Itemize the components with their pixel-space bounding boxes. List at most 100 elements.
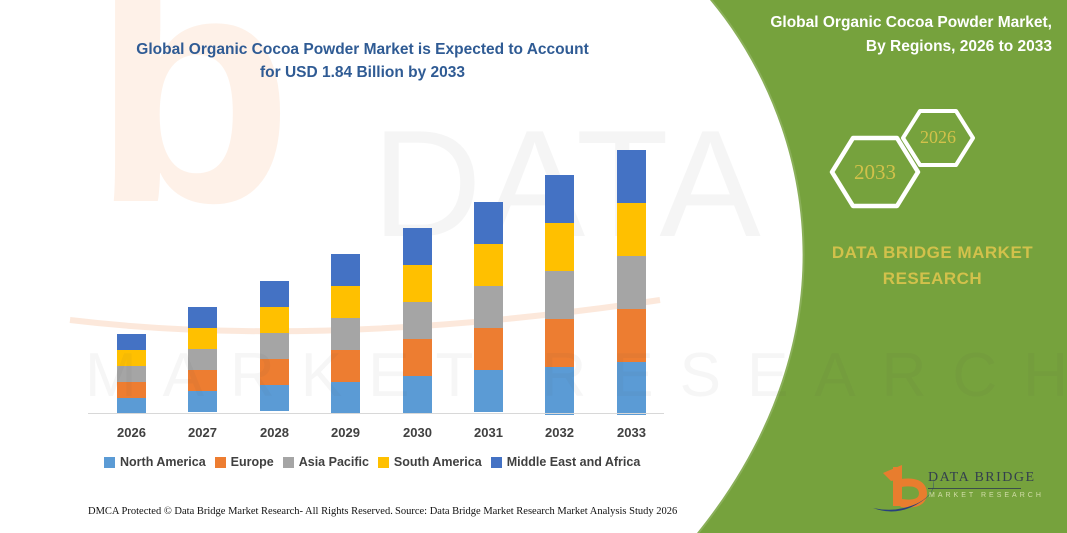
legend-item-middle-east-and-africa: Middle East and Africa [490,455,641,469]
page-title: Global Organic Cocoa Powder Market is Ex… [105,38,620,84]
page-title-line2: for USD 1.84 Billion by 2033 [259,64,465,81]
legend-label: North America [120,455,206,469]
legend-label: Europe [230,455,274,469]
bar-segment-2026-europe [117,382,146,398]
page-title-line1: Global Organic Cocoa Powder Market is Ex… [136,41,589,58]
bar-segment-2032-asia-pacific [545,271,574,319]
legend-item-asia-pacific: Asia Pacific [282,455,369,469]
bar-2028 [260,281,289,411]
legend-swatch-icon [377,456,389,468]
bar-2026 [117,334,146,414]
bar-segment-2026-middle-east-and-africa [117,334,146,350]
banner-title: Global Organic Cocoa Powder Market, By R… [692,11,1052,59]
bar-segment-2026-south-america [117,350,146,366]
logo-swoosh-icon [873,478,934,512]
legend-label: Asia Pacific [298,455,369,469]
bar-segment-2028-north-america [260,385,289,411]
bar-2029 [331,254,360,414]
bar-segment-2031-middle-east-and-africa [474,202,503,244]
bar-segment-2031-north-america [474,370,503,412]
legend-item-europe: Europe [214,455,274,469]
logo-name: DATA BRIDGE [928,470,1036,485]
legend-swatch-icon [282,456,294,468]
bar-segment-2028-asia-pacific [260,333,289,359]
bar-2027 [188,307,217,412]
bar-segment-2027-north-america [188,391,217,412]
bar-segment-2033-middle-east-and-africa [617,150,646,203]
bar-segment-2033-europe [617,309,646,362]
brand-wordmark-line2: RESEARCH [882,269,983,288]
bar-segment-2030-south-america [403,265,432,302]
bar-2033 [617,150,646,415]
footer-source: Source: Data Bridge Market Research Mark… [395,506,678,517]
x-axis-line [88,413,664,414]
legend-swatch-icon [104,456,115,468]
bar-segment-2031-south-america [474,244,503,286]
brand-wordmark-line1: DATA BRIDGE MARKET [831,243,1034,262]
bar-segment-2032-middle-east-and-africa [545,175,574,223]
bar-segment-2026-asia-pacific [117,366,146,382]
legend-swatch-icon [214,456,226,468]
bar-segment-2029-europe [331,350,360,382]
bar-segment-2030-asia-pacific [403,302,432,339]
bar-segment-2027-europe [188,370,217,391]
x-axis-label-2029: 2029 [331,425,360,440]
bar-segment-2027-middle-east-and-africa [188,307,217,328]
bar-segment-2029-asia-pacific [331,318,360,350]
logo-b-stem-icon [893,467,902,506]
bar-segment-2028-middle-east-and-africa [260,281,289,307]
footer-dmca: DMCA Protected © Data Bridge Market Rese… [88,506,393,517]
hexagon-2033-label: 2033 [854,160,896,184]
x-axis-label-2027: 2027 [188,425,217,440]
hexagon-2026-icon [901,109,975,167]
bar-2031 [474,202,503,412]
legend-item-north-america: North America [104,455,206,469]
banner-title-line1: Global Organic Cocoa Powder Market, [770,14,1052,31]
bar-segment-2033-north-america [617,362,646,415]
legend-label: South America [393,455,482,469]
legend-item-south-america: South America [377,455,482,469]
green-banner-edge-highlight [695,0,805,533]
x-axis-label-2033: 2033 [617,425,646,440]
logo-divider [928,488,1021,489]
logo-b-bowl-icon [900,478,928,508]
bar-segment-2028-south-america [260,307,289,333]
bar-segment-2033-south-america [617,203,646,256]
bar-segment-2027-south-america [188,328,217,349]
chart-legend: North America Europe Asia Pacific South Ame… [104,455,640,469]
bar-segment-2029-south-america [331,286,360,318]
watermark-b-glyph: b [92,0,294,271]
bar-segment-2029-middle-east-and-africa [331,254,360,286]
x-axis-label-2028: 2028 [260,425,289,440]
bar-segment-2033-asia-pacific [617,256,646,309]
bar-segment-2030-middle-east-and-africa [403,228,432,265]
x-axis-label-2026: 2026 [117,425,146,440]
bar-segment-2032-north-america [545,367,574,415]
bar-segment-2030-europe [403,339,432,376]
x-axis-label-2030: 2030 [403,425,432,440]
bar-segment-2031-asia-pacific [474,286,503,328]
bar-segment-2026-north-america [117,398,146,414]
bar-2032 [545,175,574,415]
bar-segment-2027-asia-pacific [188,349,217,370]
legend-swatch-icon [490,456,502,468]
hexagon-2033-icon [829,135,921,209]
green-banner-shape [697,0,1067,533]
bar-segment-2030-north-america [403,376,432,413]
bar-segment-2028-europe [260,359,289,385]
banner-title-line2: By Regions, 2026 to 2033 [865,38,1052,55]
bar-2030 [403,228,432,413]
legend-label: Middle East and Africa [506,455,641,469]
x-axis-label-2032: 2032 [545,425,574,440]
bar-segment-2032-europe [545,319,574,367]
logo-subtitle: MARKET RESEARCH [929,492,1044,499]
bar-segment-2031-europe [474,328,503,370]
x-axis-label-2031: 2031 [474,425,503,440]
bar-segment-2032-south-america [545,223,574,271]
hexagon-2026-label: 2026 [920,127,956,147]
brand-wordmark: DATA BRIDGE MARKET RESEARCH [795,240,1067,292]
bar-segment-2029-north-america [331,382,360,414]
